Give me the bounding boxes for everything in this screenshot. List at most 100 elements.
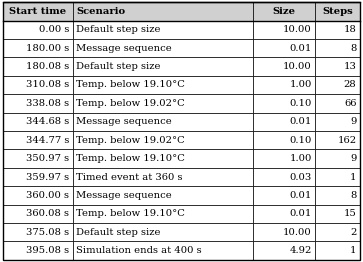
Text: 1: 1 (350, 246, 356, 255)
Text: Default step size: Default step size (76, 228, 161, 237)
Text: 360.00 s: 360.00 s (26, 191, 69, 200)
Bar (3, 223, 73, 242)
Text: 0.01: 0.01 (289, 117, 312, 126)
Text: 15: 15 (344, 209, 356, 218)
Bar (3, 186, 73, 205)
Text: 9: 9 (350, 117, 356, 126)
Text: 0.01: 0.01 (289, 209, 312, 218)
Text: 359.97 s: 359.97 s (26, 173, 69, 182)
Text: 0.01: 0.01 (289, 44, 312, 53)
Bar (315, 20, 360, 39)
Bar (315, 131, 360, 149)
Bar (3, 57, 73, 76)
Bar (315, 205, 360, 223)
Text: 344.77 s: 344.77 s (25, 136, 69, 145)
Text: Temp. below 19.10°C: Temp. below 19.10°C (76, 209, 185, 218)
Bar (253, 131, 315, 149)
Bar (315, 39, 360, 57)
Text: 10.00: 10.00 (283, 228, 312, 237)
Bar (3, 94, 73, 113)
Bar (253, 186, 315, 205)
Bar (253, 94, 315, 113)
Text: Temp. below 19.10°C: Temp. below 19.10°C (76, 80, 185, 89)
Bar (3, 2, 73, 20)
Bar (315, 94, 360, 113)
Bar (73, 168, 253, 186)
Bar (253, 205, 315, 223)
Text: Start time: Start time (9, 7, 66, 16)
Text: 1.00: 1.00 (289, 80, 312, 89)
Text: Temp. below 19.02°C: Temp. below 19.02°C (76, 136, 185, 145)
Text: 9: 9 (350, 154, 356, 163)
Text: Default step size: Default step size (76, 62, 161, 71)
Bar (315, 242, 360, 260)
Bar (73, 223, 253, 242)
Text: 395.08 s: 395.08 s (26, 246, 69, 255)
Bar (315, 76, 360, 94)
Bar (3, 168, 73, 186)
Text: 338.08 s: 338.08 s (26, 99, 69, 108)
Text: 344.68 s: 344.68 s (26, 117, 69, 126)
Bar (73, 205, 253, 223)
Text: 1: 1 (350, 173, 356, 182)
Text: Message sequence: Message sequence (76, 191, 172, 200)
Bar (73, 242, 253, 260)
Text: 0.01: 0.01 (289, 191, 312, 200)
Bar (253, 76, 315, 94)
Text: 66: 66 (344, 99, 356, 108)
Bar (73, 131, 253, 149)
Text: Size: Size (273, 7, 296, 16)
Bar (253, 168, 315, 186)
Bar (315, 2, 360, 20)
Bar (253, 149, 315, 168)
Bar (73, 2, 253, 20)
Text: 0.00 s: 0.00 s (38, 25, 69, 34)
Bar (3, 205, 73, 223)
Text: Simulation ends at 400 s: Simulation ends at 400 s (76, 246, 202, 255)
Text: 375.08 s: 375.08 s (26, 228, 69, 237)
Bar (315, 168, 360, 186)
Bar (3, 76, 73, 94)
Bar (73, 149, 253, 168)
Text: Message sequence: Message sequence (76, 117, 172, 126)
Bar (315, 149, 360, 168)
Bar (315, 57, 360, 76)
Text: 8: 8 (350, 44, 356, 53)
Bar (315, 223, 360, 242)
Text: 310.08 s: 310.08 s (26, 80, 69, 89)
Text: 10.00: 10.00 (283, 62, 312, 71)
Bar (3, 149, 73, 168)
Bar (73, 76, 253, 94)
Text: 180.08 s: 180.08 s (26, 62, 69, 71)
Text: 0.10: 0.10 (289, 99, 312, 108)
Text: 180.00 s: 180.00 s (26, 44, 69, 53)
Bar (73, 113, 253, 131)
Bar (73, 94, 253, 113)
Bar (3, 113, 73, 131)
Text: 0.03: 0.03 (290, 173, 312, 182)
Bar (3, 20, 73, 39)
Text: 1.00: 1.00 (289, 154, 312, 163)
Bar (3, 131, 73, 149)
Text: Timed event at 360 s: Timed event at 360 s (76, 173, 183, 182)
Bar (73, 20, 253, 39)
Bar (315, 186, 360, 205)
Text: 4.92: 4.92 (289, 246, 312, 255)
Text: Scenario: Scenario (76, 7, 125, 16)
Bar (253, 242, 315, 260)
Bar (253, 57, 315, 76)
Bar (73, 186, 253, 205)
Bar (315, 113, 360, 131)
Bar (253, 223, 315, 242)
Text: Default step size: Default step size (76, 25, 161, 34)
Text: 350.97 s: 350.97 s (26, 154, 69, 163)
Text: 162: 162 (337, 136, 356, 145)
Bar (253, 2, 315, 20)
Text: Temp. below 19.10°C: Temp. below 19.10°C (76, 154, 185, 163)
Text: 13: 13 (344, 62, 356, 71)
Text: 2: 2 (350, 228, 356, 237)
Text: 0.10: 0.10 (289, 136, 312, 145)
Text: Temp. below 19.02°C: Temp. below 19.02°C (76, 99, 185, 108)
Bar (73, 39, 253, 57)
Bar (253, 20, 315, 39)
